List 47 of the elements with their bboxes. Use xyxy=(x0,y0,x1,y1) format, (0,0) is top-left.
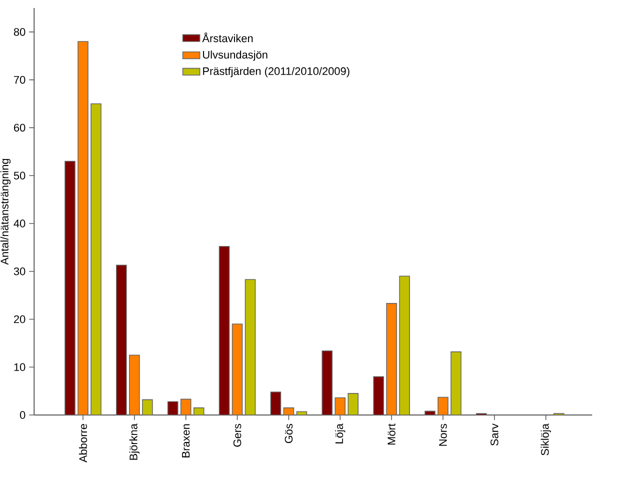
bar xyxy=(296,411,308,416)
x-tick-label: Braxen xyxy=(182,424,190,458)
bar xyxy=(180,398,192,416)
x-tick-label: Siklöja xyxy=(540,424,551,456)
y-tick-label: 80 xyxy=(14,28,26,36)
y-tick-label: 40 xyxy=(14,220,26,228)
bar xyxy=(322,350,333,416)
y-axis-title: Antal/nätansträngning xyxy=(0,158,11,265)
bar xyxy=(129,354,140,416)
y-tick-label: 70 xyxy=(14,76,26,84)
bar xyxy=(399,276,410,416)
y-tick-label: 60 xyxy=(14,124,26,132)
x-tick-label: Sarv xyxy=(490,424,498,446)
y-tick-label: 20 xyxy=(14,315,26,324)
bar xyxy=(348,393,359,416)
x-tick-label: Abborre xyxy=(78,424,88,462)
bar xyxy=(90,103,102,416)
bar xyxy=(270,392,282,416)
bar xyxy=(424,410,436,416)
bar xyxy=(244,279,256,416)
bar xyxy=(386,303,397,416)
bar xyxy=(283,407,294,416)
bar xyxy=(218,246,230,416)
bar xyxy=(116,264,127,416)
y-tick-label: 30 xyxy=(14,267,26,276)
bar xyxy=(373,376,384,416)
y-tick-label: 50 xyxy=(14,172,26,180)
bar xyxy=(142,399,153,416)
legend-label: Ulvsundasjön xyxy=(203,50,268,61)
bar xyxy=(438,396,448,416)
legend-label: Prästfjärden (2011/2010/2009) xyxy=(203,66,350,78)
bar xyxy=(167,401,178,416)
bar xyxy=(78,41,88,416)
x-tick-label: Björkna xyxy=(129,424,140,460)
x-tick-label: Nors xyxy=(439,424,447,446)
bar xyxy=(334,397,346,416)
y-tick-label: 0 xyxy=(20,411,26,419)
legend-label: Årstaviken xyxy=(202,32,253,42)
bar xyxy=(64,160,76,416)
bar xyxy=(232,324,243,416)
x-tick-label: Gös xyxy=(284,424,293,444)
x-tick-label: Löja xyxy=(335,424,346,444)
bar xyxy=(193,407,204,416)
x-tick-label: Gers xyxy=(233,424,242,447)
bar xyxy=(450,351,462,416)
y-tick-label: 10 xyxy=(14,363,26,371)
x-tick-label: Mört xyxy=(388,424,396,445)
